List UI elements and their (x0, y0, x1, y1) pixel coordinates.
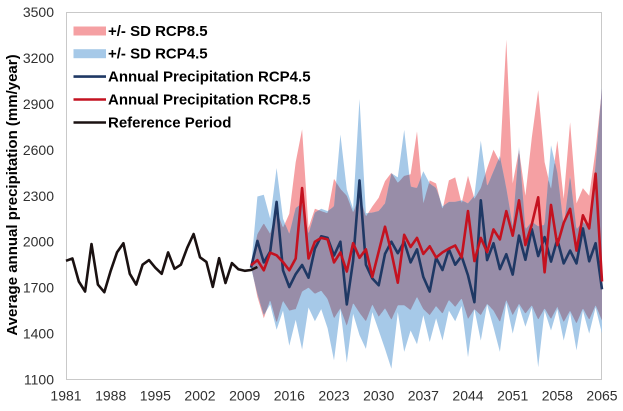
svg-text:Average annual precipitation (: Average annual precipitation (mm/year) (4, 54, 21, 335)
svg-text:1981: 1981 (50, 388, 81, 404)
svg-text:2900: 2900 (23, 96, 54, 112)
svg-text:Reference Period: Reference Period (108, 115, 231, 132)
svg-text:2600: 2600 (23, 142, 54, 158)
svg-text:Annual Precipitation RCP4.5: Annual Precipitation RCP4.5 (108, 69, 311, 86)
svg-text:2002: 2002 (184, 388, 215, 404)
svg-text:2058: 2058 (542, 388, 573, 404)
svg-text:3200: 3200 (23, 50, 54, 66)
svg-text:1400: 1400 (23, 326, 54, 342)
svg-text:2016: 2016 (274, 388, 305, 404)
svg-text:2023: 2023 (318, 388, 349, 404)
svg-text:2044: 2044 (452, 388, 483, 404)
svg-text:+/- SD RCP4.5: +/- SD RCP4.5 (108, 46, 208, 63)
svg-text:2030: 2030 (363, 388, 394, 404)
svg-text:2065: 2065 (586, 388, 617, 404)
svg-text:1100: 1100 (24, 372, 54, 388)
svg-text:2037: 2037 (408, 388, 439, 404)
svg-text:2009: 2009 (229, 388, 260, 404)
svg-text:3500: 3500 (23, 4, 54, 20)
svg-text:2300: 2300 (23, 188, 54, 204)
svg-text:1700: 1700 (23, 280, 54, 296)
svg-text:+/- SD RCP8.5: +/- SD RCP8.5 (108, 23, 208, 40)
svg-text:2000: 2000 (23, 234, 54, 250)
svg-text:2051: 2051 (497, 388, 528, 404)
svg-text:1995: 1995 (140, 388, 171, 404)
svg-text:1988: 1988 (95, 388, 126, 404)
svg-text:Annual Precipitation RCP8.5: Annual Precipitation RCP8.5 (108, 92, 311, 109)
